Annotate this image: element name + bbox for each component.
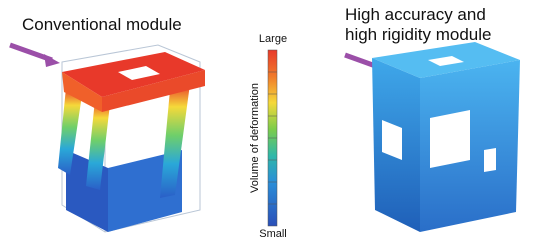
left-label: Conventional module bbox=[22, 15, 182, 34]
arrow-head bbox=[44, 54, 60, 67]
opening bbox=[430, 110, 470, 168]
scale-max: Large bbox=[259, 33, 287, 45]
scale-title: Volume of deformation bbox=[249, 83, 261, 193]
right-label: high rigidity module bbox=[345, 25, 491, 44]
pillar bbox=[160, 84, 190, 198]
opening bbox=[484, 148, 496, 172]
right-label: High accuracy and bbox=[345, 5, 486, 24]
scale-min: Small bbox=[259, 228, 287, 240]
figure: Conventional module Large Small Volume o… bbox=[0, 0, 535, 240]
